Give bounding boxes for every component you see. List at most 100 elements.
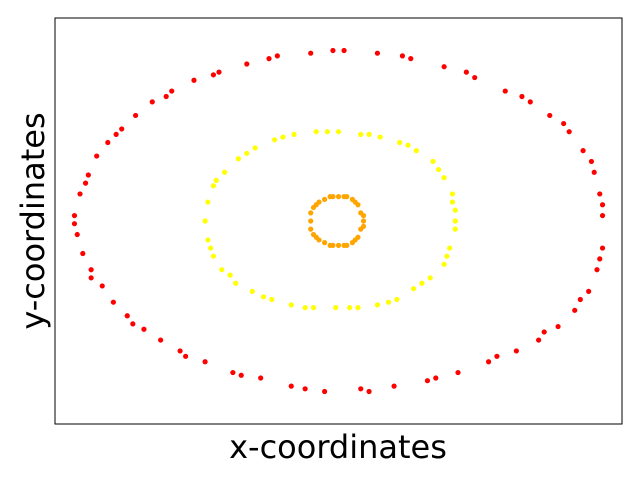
scatter-point (441, 175, 447, 181)
scatter-series-2 (308, 194, 367, 248)
scatter-point (355, 305, 361, 311)
scatter-point (210, 72, 217, 78)
scatter-point (202, 218, 208, 224)
scatter-point (249, 288, 255, 294)
scatter-point (485, 359, 492, 365)
scatter-point (572, 307, 578, 313)
scatter-point (141, 326, 147, 332)
scatter-point (169, 88, 175, 94)
scatter-point (280, 134, 286, 140)
scatter-point (221, 169, 228, 175)
scatter-point (205, 237, 211, 243)
scatter-point (366, 388, 372, 395)
scatter-point (413, 148, 419, 154)
scatter-point (308, 218, 314, 224)
scatter-point (360, 212, 367, 219)
scatter-point (452, 226, 458, 232)
scatter-point (71, 212, 78, 219)
scatter-point (374, 302, 381, 308)
scatter-point (233, 280, 239, 286)
scatter-point (244, 150, 250, 156)
scatter-point (597, 191, 603, 197)
scatter-point (591, 169, 597, 175)
scatter-series-0 (71, 47, 606, 395)
scatter-point (360, 223, 367, 230)
scatter-point (210, 183, 217, 189)
scatter-point (322, 240, 328, 246)
scatter-point (213, 177, 219, 183)
scatter-point (555, 323, 561, 330)
scatter-point (208, 245, 214, 251)
scatter-point (541, 329, 547, 335)
scatter-point (322, 196, 328, 202)
scatter-point (302, 386, 308, 392)
scatter-point (597, 256, 603, 262)
scatter-point (235, 156, 242, 162)
scatter-point (308, 226, 314, 232)
data-points (71, 47, 606, 395)
scatter-point (219, 267, 225, 273)
scatter-point (183, 353, 189, 359)
scatter-point (82, 180, 89, 186)
scatter-point (274, 53, 280, 59)
scatter-point (455, 369, 461, 376)
scatter-point (113, 131, 119, 137)
scatter-point (158, 337, 164, 343)
scatter-point (302, 305, 308, 311)
scatter-point (561, 120, 567, 127)
scatter-point (177, 348, 183, 354)
x-axis-label: x-coordinates (229, 428, 447, 466)
scatter-point (472, 74, 478, 81)
scatter-point (377, 134, 383, 140)
scatter-point (599, 212, 606, 219)
scatter-point (547, 112, 553, 119)
scatter-point (266, 56, 272, 62)
scatter-point (599, 202, 606, 208)
scatter-point (327, 242, 333, 248)
scatter-point (330, 47, 336, 54)
scatter-point (327, 194, 333, 200)
scatter-point (586, 288, 592, 294)
scatter-point (230, 369, 236, 376)
scatter-point (494, 353, 500, 359)
scatter-point (88, 275, 94, 281)
scatter-point (433, 375, 439, 381)
scatter-point (119, 126, 125, 132)
y-axis-label: y-coordinates (14, 112, 52, 329)
scatter-point (449, 199, 456, 205)
scatter-point (444, 253, 450, 259)
scatter-point (358, 386, 364, 392)
scatter-point (124, 313, 130, 319)
scatter-point (133, 112, 139, 119)
scatter-point (430, 158, 436, 165)
scatter-point (449, 191, 456, 197)
scatter-point (374, 50, 381, 56)
scatter-point (271, 137, 278, 143)
scatter-point (385, 299, 392, 305)
scatter-point (258, 375, 264, 381)
scatter-point (341, 242, 347, 248)
scatter-point (216, 69, 222, 75)
scatter-point (99, 283, 105, 289)
scatter-point (463, 69, 469, 75)
scatter-point (536, 337, 542, 343)
scatter-point (149, 99, 155, 105)
scatter-point (360, 218, 367, 224)
scatter-point (394, 296, 400, 303)
scatter-point (77, 191, 83, 197)
scatter-point (313, 129, 319, 135)
scatter-point (399, 53, 406, 59)
scatter-point (447, 245, 453, 251)
scatter-point (94, 153, 100, 159)
scatter-point (352, 237, 358, 243)
scatter-point (288, 302, 294, 308)
scatter-point (335, 194, 342, 200)
scatter-point (435, 166, 442, 173)
scatter-point (310, 305, 317, 311)
scatter-point (519, 93, 525, 100)
scatter-point (408, 56, 414, 62)
scatter-point (577, 296, 583, 303)
scatter-point (335, 242, 342, 248)
scatter-point (352, 199, 358, 205)
